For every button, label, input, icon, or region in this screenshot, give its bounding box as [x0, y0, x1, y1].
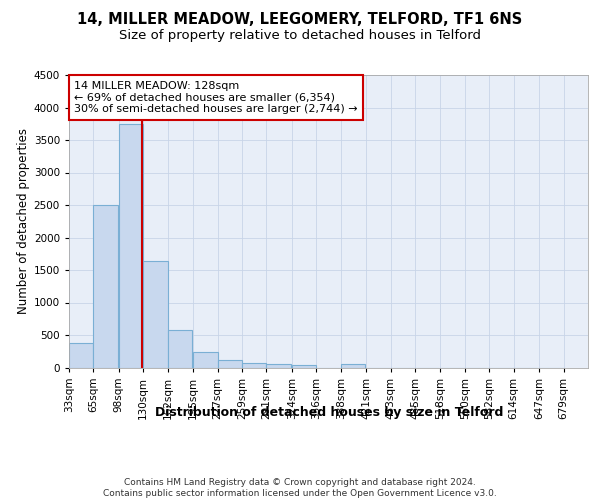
Bar: [69, 344, 94, 367]
Bar: [168, 330, 192, 368]
Bar: [266, 364, 291, 368]
Text: Distribution of detached houses by size in Telford: Distribution of detached houses by size …: [155, 406, 503, 419]
Text: 14, MILLER MEADOW, LEEGOMERY, TELFORD, TF1 6NS: 14, MILLER MEADOW, LEEGOMERY, TELFORD, T…: [77, 12, 523, 28]
Text: Size of property relative to detached houses in Telford: Size of property relative to detached ho…: [119, 29, 481, 42]
Bar: [242, 363, 266, 368]
Bar: [218, 360, 242, 368]
Bar: [143, 261, 168, 368]
Bar: [292, 365, 316, 368]
Text: 14 MILLER MEADOW: 128sqm
← 69% of detached houses are smaller (6,354)
30% of sem: 14 MILLER MEADOW: 128sqm ← 69% of detach…: [74, 81, 358, 114]
Y-axis label: Number of detached properties: Number of detached properties: [17, 128, 29, 314]
Bar: [94, 205, 118, 368]
Bar: [119, 124, 143, 368]
Bar: [341, 364, 365, 368]
Bar: [193, 352, 218, 368]
Text: Contains HM Land Registry data © Crown copyright and database right 2024.
Contai: Contains HM Land Registry data © Crown c…: [103, 478, 497, 498]
